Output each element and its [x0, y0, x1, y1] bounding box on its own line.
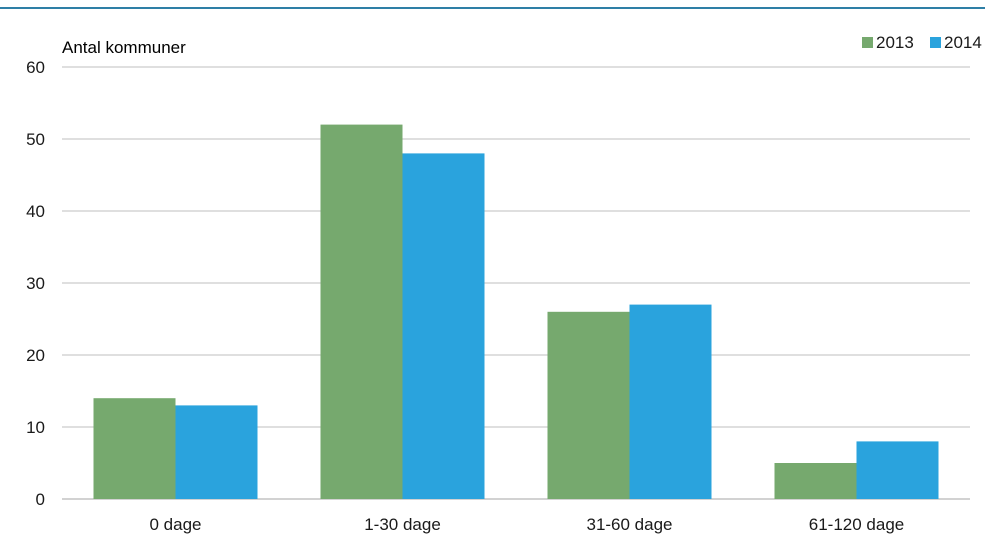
legend-label: 2014	[944, 33, 982, 52]
legend: 2013 2014	[862, 33, 982, 52]
x-tick-label: 61-120 dage	[809, 515, 904, 534]
bar-2014	[629, 304, 712, 499]
y-axis-label: Antal kommuner	[62, 38, 186, 57]
y-tick-label: 60	[26, 58, 45, 77]
legend-label: 2013	[876, 33, 914, 52]
bar-2014	[175, 405, 258, 499]
y-axis-ticks: 0 10 20 30 40 50 60	[26, 58, 45, 509]
legend-swatch	[862, 37, 873, 48]
y-tick-label: 0	[36, 490, 45, 509]
bar-2013	[774, 463, 857, 499]
bar-2013	[320, 124, 403, 499]
x-axis-ticks: 0 dage 1-30 dage 31-60 dage 61-120 dage	[150, 515, 905, 534]
bars	[93, 124, 939, 499]
y-tick-label: 30	[26, 274, 45, 293]
x-tick-label: 1-30 dage	[364, 515, 441, 534]
bar-2013	[93, 398, 176, 499]
y-tick-label: 50	[26, 130, 45, 149]
x-tick-label: 0 dage	[150, 515, 202, 534]
x-tick-label: 31-60 dage	[586, 515, 672, 534]
bar-2014	[402, 153, 485, 499]
legend-swatch	[930, 37, 941, 48]
bar-2014	[856, 441, 939, 499]
y-tick-label: 10	[26, 418, 45, 437]
y-tick-label: 20	[26, 346, 45, 365]
bar-2013	[547, 311, 630, 499]
y-tick-label: 40	[26, 202, 45, 221]
